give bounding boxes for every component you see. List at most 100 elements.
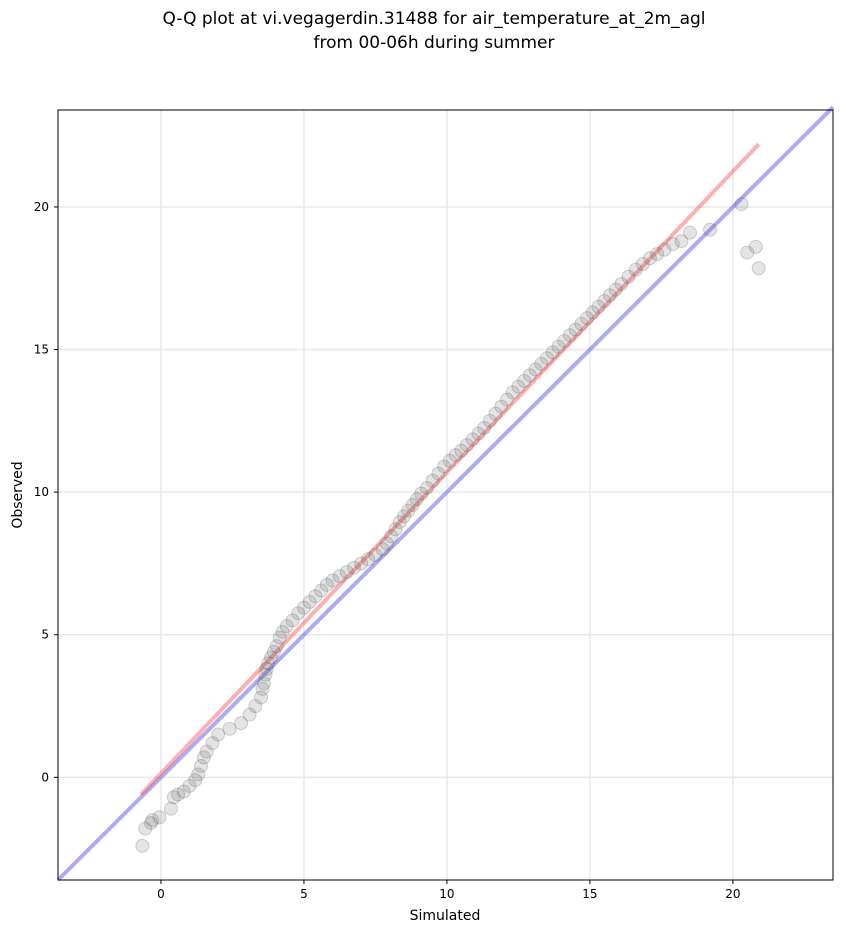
data-point xyxy=(628,262,643,277)
data-point xyxy=(621,269,636,284)
data-point xyxy=(734,197,749,212)
y-tick-label: 5 xyxy=(41,628,49,642)
data-point xyxy=(379,536,394,551)
data-point xyxy=(562,328,577,343)
data-point xyxy=(392,515,407,530)
data-point xyxy=(602,288,617,303)
data-point xyxy=(205,736,220,751)
data-point xyxy=(540,351,555,366)
data-point xyxy=(528,362,543,377)
data-point xyxy=(196,750,211,765)
data-point xyxy=(275,624,290,639)
x-tick-label: 0 xyxy=(157,887,165,901)
data-point xyxy=(505,385,520,400)
data-point xyxy=(522,368,537,383)
data-point xyxy=(568,322,583,337)
data-point xyxy=(285,613,300,628)
chart-title-line-2: from 00-06h during summer xyxy=(314,33,555,53)
data-point xyxy=(388,522,403,537)
data-point xyxy=(166,790,181,805)
data-point xyxy=(703,222,718,237)
data-point xyxy=(135,838,150,853)
data-point xyxy=(269,639,284,654)
data-point xyxy=(242,707,257,722)
data-point xyxy=(574,316,589,331)
data-point xyxy=(256,676,271,691)
data-point xyxy=(264,650,279,665)
x-tick-label: 20 xyxy=(725,887,740,901)
data-point xyxy=(511,379,526,394)
plot-frame xyxy=(57,109,834,881)
data-point xyxy=(534,356,549,371)
data-point xyxy=(477,420,492,435)
data-point xyxy=(499,392,514,407)
grid xyxy=(58,110,833,880)
data-point xyxy=(163,801,178,816)
y-axis-label: Observed xyxy=(10,461,26,528)
data-point xyxy=(259,661,274,676)
data-point xyxy=(291,606,306,621)
data-point xyxy=(346,560,361,575)
data-point xyxy=(266,644,281,659)
data-point xyxy=(405,497,420,512)
data-point xyxy=(431,466,446,481)
y-tick-label: 0 xyxy=(41,770,49,784)
data-point xyxy=(614,276,629,291)
data-point xyxy=(425,473,440,488)
data-point xyxy=(182,778,197,793)
data-point xyxy=(314,583,329,598)
fit-line xyxy=(139,142,761,796)
reference-lines xyxy=(56,105,835,882)
data-point xyxy=(459,438,474,453)
data-point xyxy=(437,459,452,474)
data-point xyxy=(397,509,412,524)
data-point xyxy=(650,247,665,262)
data-points xyxy=(135,197,766,853)
data-point xyxy=(409,492,424,507)
data-point xyxy=(272,630,287,645)
data-point xyxy=(279,619,294,634)
data-point xyxy=(339,565,354,579)
data-point xyxy=(255,681,270,696)
data-point xyxy=(494,399,509,414)
identity-line xyxy=(56,105,835,882)
y-tick-label: 20 xyxy=(34,200,49,214)
y-tick-label: 15 xyxy=(34,343,49,357)
data-point xyxy=(454,443,469,458)
data-point xyxy=(557,334,572,348)
data-point xyxy=(222,721,237,736)
data-point xyxy=(442,453,457,468)
data-point xyxy=(642,251,657,266)
data-point xyxy=(665,237,680,252)
data-point xyxy=(258,667,273,682)
data-point xyxy=(302,594,317,609)
data-point xyxy=(517,373,532,388)
data-point xyxy=(234,716,249,731)
data-point xyxy=(143,815,158,830)
data-point xyxy=(325,573,340,588)
data-point xyxy=(657,242,672,257)
data-point xyxy=(375,542,390,557)
data-point xyxy=(319,577,334,592)
data-point xyxy=(683,225,698,240)
data-point xyxy=(361,552,376,567)
data-point xyxy=(368,547,383,562)
data-point xyxy=(591,299,606,314)
data-point xyxy=(176,784,191,799)
data-point xyxy=(482,413,497,428)
data-point xyxy=(635,257,650,271)
data-point xyxy=(488,406,503,421)
x-tick-label: 15 xyxy=(582,887,597,901)
data-point xyxy=(740,245,755,260)
data-point xyxy=(211,727,226,742)
data-point xyxy=(448,448,463,463)
data-point xyxy=(261,656,276,671)
data-point xyxy=(138,821,153,836)
x-axis-label: Simulated xyxy=(410,908,481,924)
data-point xyxy=(191,767,206,782)
data-point xyxy=(419,480,434,495)
data-point xyxy=(308,589,323,604)
data-point xyxy=(471,426,486,441)
y-tick-label: 10 xyxy=(34,485,49,499)
data-point xyxy=(188,773,203,788)
